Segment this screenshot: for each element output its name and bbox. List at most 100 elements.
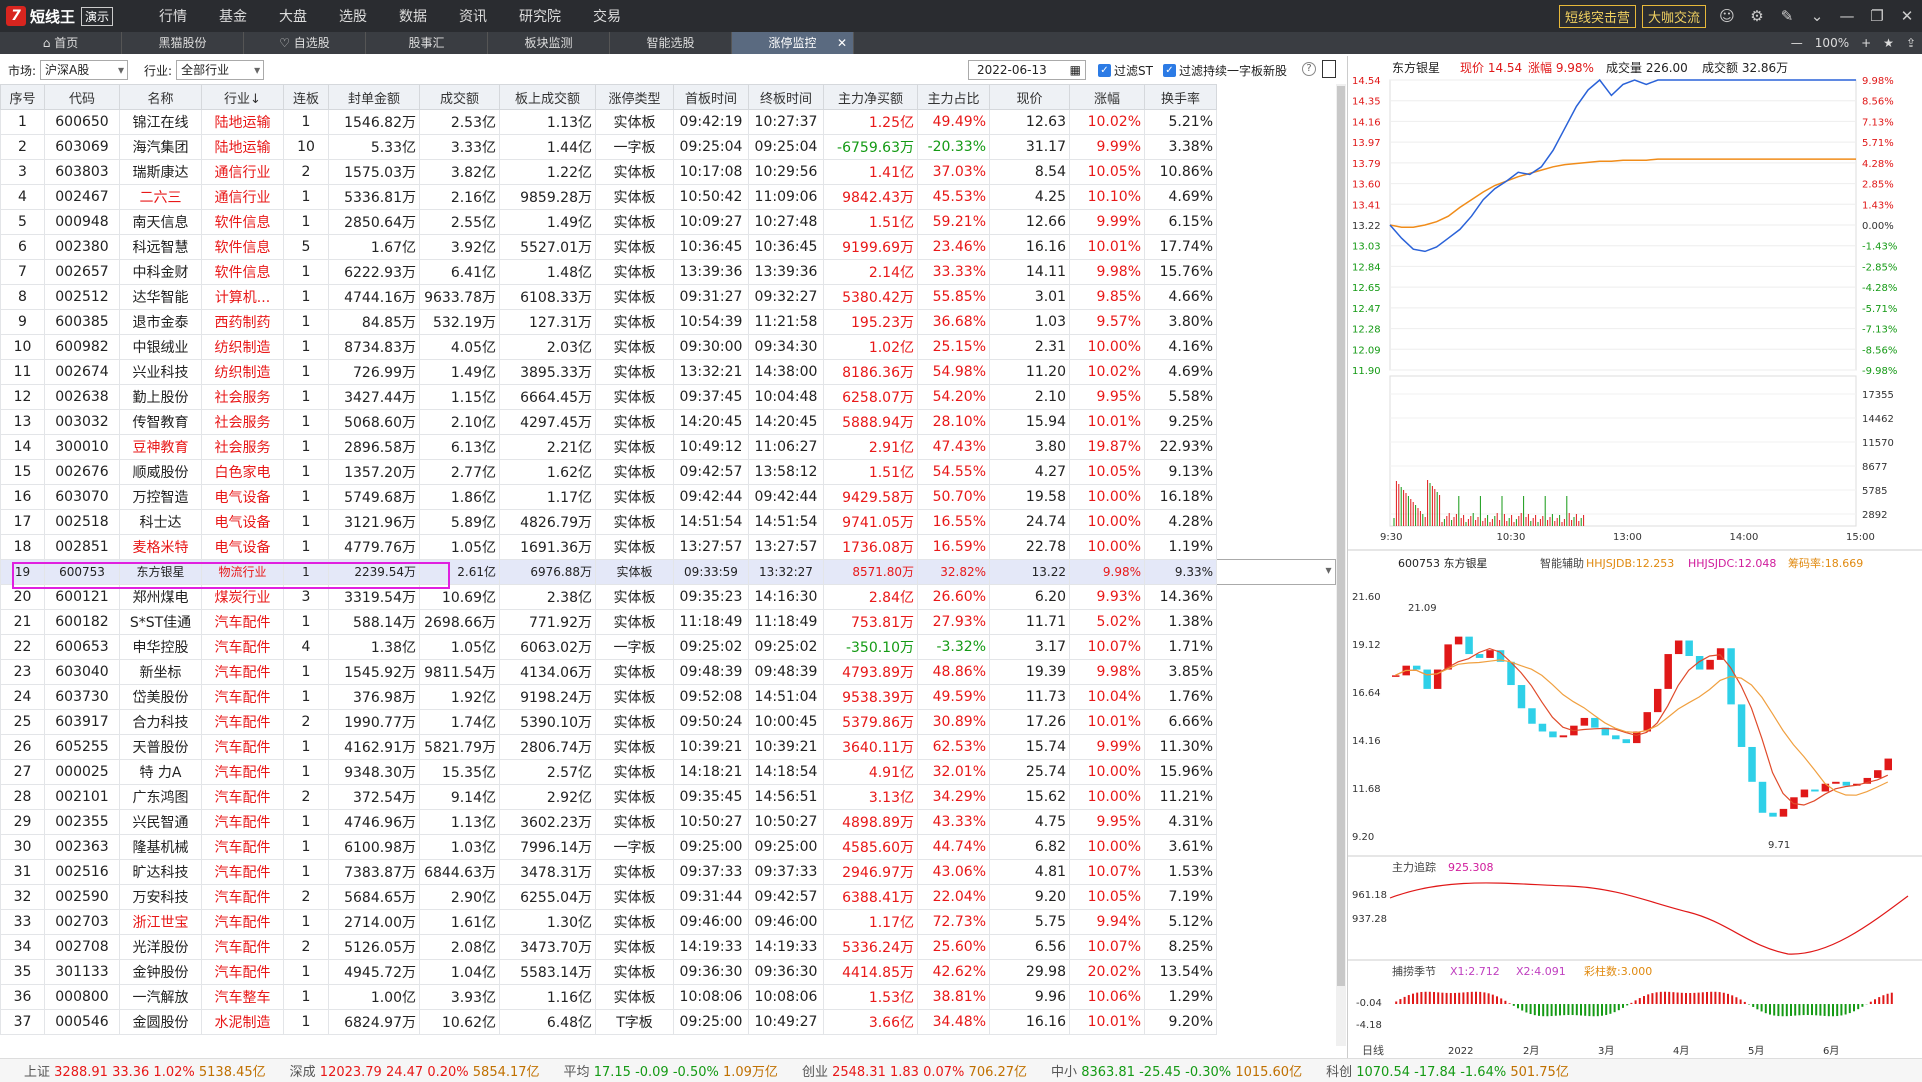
tab-0[interactable]: ⌂ 首页 [0, 32, 122, 54]
table-row[interactable]: 21 600182 S*ST佳通 汽车配件 1 588.14万 2698.66万 771.92… [0, 609, 1336, 635]
table-row[interactable]: 25 603917 合力科技 汽车配件 2 1990.77万 1.74亿 5390.10万 实体… [0, 709, 1336, 735]
table-scrollbar[interactable] [1336, 84, 1346, 1046]
tab-4[interactable]: 板块监测 [488, 32, 610, 54]
table-row[interactable]: 4 002467 二六三 通信行业 1 5336.81万 2.16亿 9859.28万 实体板 1… [0, 184, 1336, 210]
table-row[interactable]: 26 605255 天普股份 汽车配件 1 4162.91万 5821.79万 2806.74… [0, 734, 1336, 760]
menu-item-0[interactable]: 行情 [159, 9, 188, 25]
panel-toggle-icon[interactable] [1322, 60, 1336, 78]
column-header[interactable]: 现价 [989, 84, 1070, 110]
column-header[interactable]: 涨幅 [1069, 84, 1145, 110]
index-quote[interactable]: 中小 8363.81 -25.45 -0.30% 1015.60亿 [1051, 1061, 1302, 1080]
table-row[interactable]: 31 002516 旷达科技 汽车配件 1 7383.87万 6844.63万 3478.31… [0, 859, 1336, 885]
table-row[interactable]: 29 002355 兴民智通 汽车配件 1 4746.96万 1.13亿 3602.23万 实体… [0, 809, 1336, 835]
column-header[interactable]: 换手率 [1144, 84, 1217, 110]
restore-icon[interactable]: ❐ [1870, 7, 1884, 25]
market-select[interactable]: 沪深A股 [40, 60, 129, 80]
menu-item-6[interactable]: 研究院 [519, 9, 562, 25]
tab-3[interactable]: 股事汇 [366, 32, 488, 54]
user-icon[interactable]: ☺ [1719, 7, 1735, 25]
tab-2[interactable]: ♡ 自选股 [244, 32, 366, 54]
close-icon[interactable]: ✕ [1900, 7, 1914, 25]
table-row[interactable]: 33 002703 浙江世宝 汽车配件 1 2714.00万 1.61亿 1.30亿 实体板 09… [0, 909, 1336, 935]
menu-item-7[interactable]: 交易 [593, 9, 622, 25]
table-row[interactable]: 37 000546 金圆股份 水泥制造 1 6824.97万 10.62亿 6.48亿 T字板 0… [0, 1009, 1336, 1035]
star-icon[interactable]: ★ [1883, 36, 1894, 50]
table-row[interactable]: 23 603040 新坐标 汽车配件 1 1545.92万 9811.54万 4134.06万… [0, 659, 1336, 685]
menu-item-4[interactable]: 数据 [399, 9, 428, 25]
table-row[interactable]: 24 603730 岱美股份 汽车配件 1 376.98万 1.92亿 9198.24万 实体板… [0, 684, 1336, 710]
table-row[interactable]: 15 002676 顺威股份 白色家电 1 1357.20万 2.77亿 1.62亿 实体板 09… [0, 459, 1336, 485]
menu-item-1[interactable]: 基金 [219, 9, 248, 25]
date-picker[interactable]: 2022-06-13 ▦ [968, 60, 1086, 80]
table-row[interactable]: 8 002512 达华智能 计算机... 1 4744.16万 9633.78万 6108.3… [0, 284, 1336, 310]
index-quote[interactable]: 深成 12023.79 24.47 0.20% 5854.17亿 [290, 1061, 540, 1080]
index-quote[interactable]: 上证 3288.91 33.36 1.02% 5138.45亿 [24, 1061, 266, 1080]
table-row[interactable]: 30 002363 隆基机械 汽车配件 1 6100.98万 1.03亿 7996.14万 一字… [0, 834, 1336, 860]
table-row[interactable]: 28 002101 广东鸿图 汽车配件 2 372.54万 9.14亿 2.92亿 实体板 09:… [0, 784, 1336, 810]
column-header[interactable]: 行业↓ [201, 84, 284, 110]
tab-6[interactable]: 涨停监控 ✕ [732, 32, 854, 54]
skin-icon[interactable]: ✎ [1780, 7, 1794, 25]
column-header[interactable]: 涨停类型 [595, 84, 674, 110]
table-cell: 1 [283, 334, 329, 360]
table-row[interactable]: 14 300010 豆神教育 社会服务 1 2896.58万 6.13亿 2.21亿 实体板 10… [0, 434, 1336, 460]
table-row[interactable]: 9 600385 退市金泰 西药制药 1 84.85万 532.19万 127.31万 实体板 1… [0, 309, 1336, 335]
table-row[interactable]: 12 002638 勤上股份 社会服务 1 3427.44万 1.15亿 6664.45万 实体… [0, 384, 1336, 410]
filter-continuous-checkbox[interactable]: ✓ 过滤持续一字板新股 [1163, 62, 1287, 79]
table-row[interactable]: 34 002708 光洋股份 汽车配件 2 5126.05万 2.08亿 3473.70万 实体… [0, 934, 1336, 960]
column-header[interactable]: 封单金额 [328, 84, 420, 110]
column-header[interactable]: 主力净买额 [823, 84, 918, 110]
index-quote[interactable]: 科创 1070.54 -17.84 -1.64% 501.75亿 [1326, 1061, 1569, 1080]
table-row[interactable]: 17 002518 科士达 电气设备 1 3121.96万 5.89亿 4826.79万 实体板… [0, 509, 1336, 535]
table-cell: 瑞斯康达 [119, 159, 202, 185]
index-quote[interactable]: 平均 17.15 -0.09 -0.50% 1.09万亿 [564, 1061, 778, 1080]
zoom-out-icon[interactable]: — [1790, 36, 1803, 50]
zoom-in-icon[interactable]: + [1861, 36, 1872, 50]
index-quote[interactable]: 创业 2548.31 1.83 0.07% 706.27亿 [802, 1061, 1027, 1080]
column-header[interactable]: 成交额 [419, 84, 500, 110]
column-header[interactable]: 序号 [0, 84, 45, 110]
menu-item-5[interactable]: 资讯 [459, 9, 488, 25]
menu-item-2[interactable]: 大盘 [279, 9, 308, 25]
table-row[interactable]: 35 301133 金钟股份 汽车配件 1 4945.72万 1.04亿 5583.14万 实体… [0, 959, 1336, 985]
table-row[interactable]: 5 000948 南天信息 软件信息 1 2850.64万 2.55亿 1.49亿 实体板 10:… [0, 209, 1336, 235]
column-header[interactable]: 代码 [44, 84, 120, 110]
column-header[interactable]: 主力占比 [917, 84, 990, 110]
menu-item-3[interactable]: 选股 [339, 9, 368, 25]
tab-5[interactable]: 智能选股 [610, 32, 732, 54]
table-row[interactable]: 3 603803 瑞斯康达 通信行业 2 1575.03万 3.82亿 1.22亿 实体板 10:… [0, 159, 1336, 185]
table-row[interactable]: 10 600982 中银绒业 纺织制造 1 8734.83万 4.05亿 2.03亿 实体板 09… [0, 334, 1336, 360]
menu-collapse-icon[interactable]: ⌄ [1810, 7, 1824, 25]
tab-1[interactable]: 黑猫股份 [122, 32, 244, 54]
table-row[interactable]: 7 002657 中科金财 软件信息 1 6222.93万 6.41亿 1.48亿 实体板 13:… [0, 259, 1336, 285]
column-header[interactable]: 名称 [119, 84, 202, 110]
share-icon[interactable]: ⇪ [1905, 36, 1916, 50]
short-term-camp-button[interactable]: 短线突击营 [1558, 4, 1636, 28]
column-header[interactable]: 首板时间 [673, 84, 749, 110]
calendar-icon[interactable]: ▦ [1069, 63, 1081, 77]
close-tab-icon[interactable]: ✕ [836, 36, 847, 50]
help-icon[interactable]: ? [1302, 62, 1316, 76]
expert-chat-button[interactable]: 大咖交流 [1641, 4, 1706, 28]
scrollbar-thumb[interactable] [1337, 86, 1345, 986]
table-row[interactable]: 2 603069 海汽集团 陆地运输 10 5.33亿 3.33亿 1.44亿 一字板 09:25… [0, 134, 1336, 160]
table-row[interactable]: 20 600121 郑州煤电 煤炭行业 3 3319.54万 10.69亿 2.38亿 实体板 0… [0, 584, 1336, 610]
table-row[interactable]: 1 600650 锦江在线 陆地运输 1 1546.82万 2.53亿 1.13亿 实体板 09:… [0, 109, 1336, 135]
settings-icon[interactable]: ⚙ [1750, 7, 1764, 25]
column-header[interactable]: 终板时间 [748, 84, 824, 110]
column-header[interactable]: 板上成交额 [499, 84, 596, 110]
industry-select[interactable]: 全部行业 [176, 60, 265, 80]
table-row[interactable]: 27 000025 特 力A 汽车配件 1 9348.30万 15.35亿 2.57亿 实体板 1… [0, 759, 1336, 785]
column-header[interactable]: 连板 [283, 84, 329, 110]
table-row[interactable]: 18 002851 麦格米特 电气设备 1 4779.76万 1.05亿 1691.36万 实体… [0, 534, 1336, 560]
table-row[interactable]: 13 003032 传智教育 社会服务 1 5068.60万 2.10亿 4297.45万 实体… [0, 409, 1336, 435]
minimize-icon[interactable]: — [1839, 7, 1855, 25]
table-row[interactable]: 22 600653 申华控股 汽车配件 4 1.38亿 1.05亿 6063.02万 一字板 09… [0, 634, 1336, 660]
filter-st-checkbox[interactable]: ✓ 过滤ST [1098, 62, 1153, 79]
table-row[interactable]: 32 002590 万安科技 汽车配件 2 5684.65万 2.90亿 6255.04万 实体… [0, 884, 1336, 910]
table-row[interactable]: 6 002380 科远智慧 软件信息 5 1.67亿 3.92亿 5527.01万 实体板 10:… [0, 234, 1336, 260]
table-row[interactable]: 11 002674 兴业科技 纺织制造 1 726.99万 1.49亿 3895.33万 实体板… [0, 359, 1336, 385]
table-row[interactable]: 19 600753 东方银星 物流行业 1 2239.54万 2.61亿 6976.88万 实体… [0, 559, 1336, 585]
table-row[interactable]: 16 603070 万控智造 电气设备 1 5749.68万 1.86亿 1.17亿 实体板 09… [0, 484, 1336, 510]
table-row[interactable]: 36 000800 一汽解放 汽车整车 1 1.00亿 3.93亿 1.16亿 实体板 10:08… [0, 984, 1336, 1010]
